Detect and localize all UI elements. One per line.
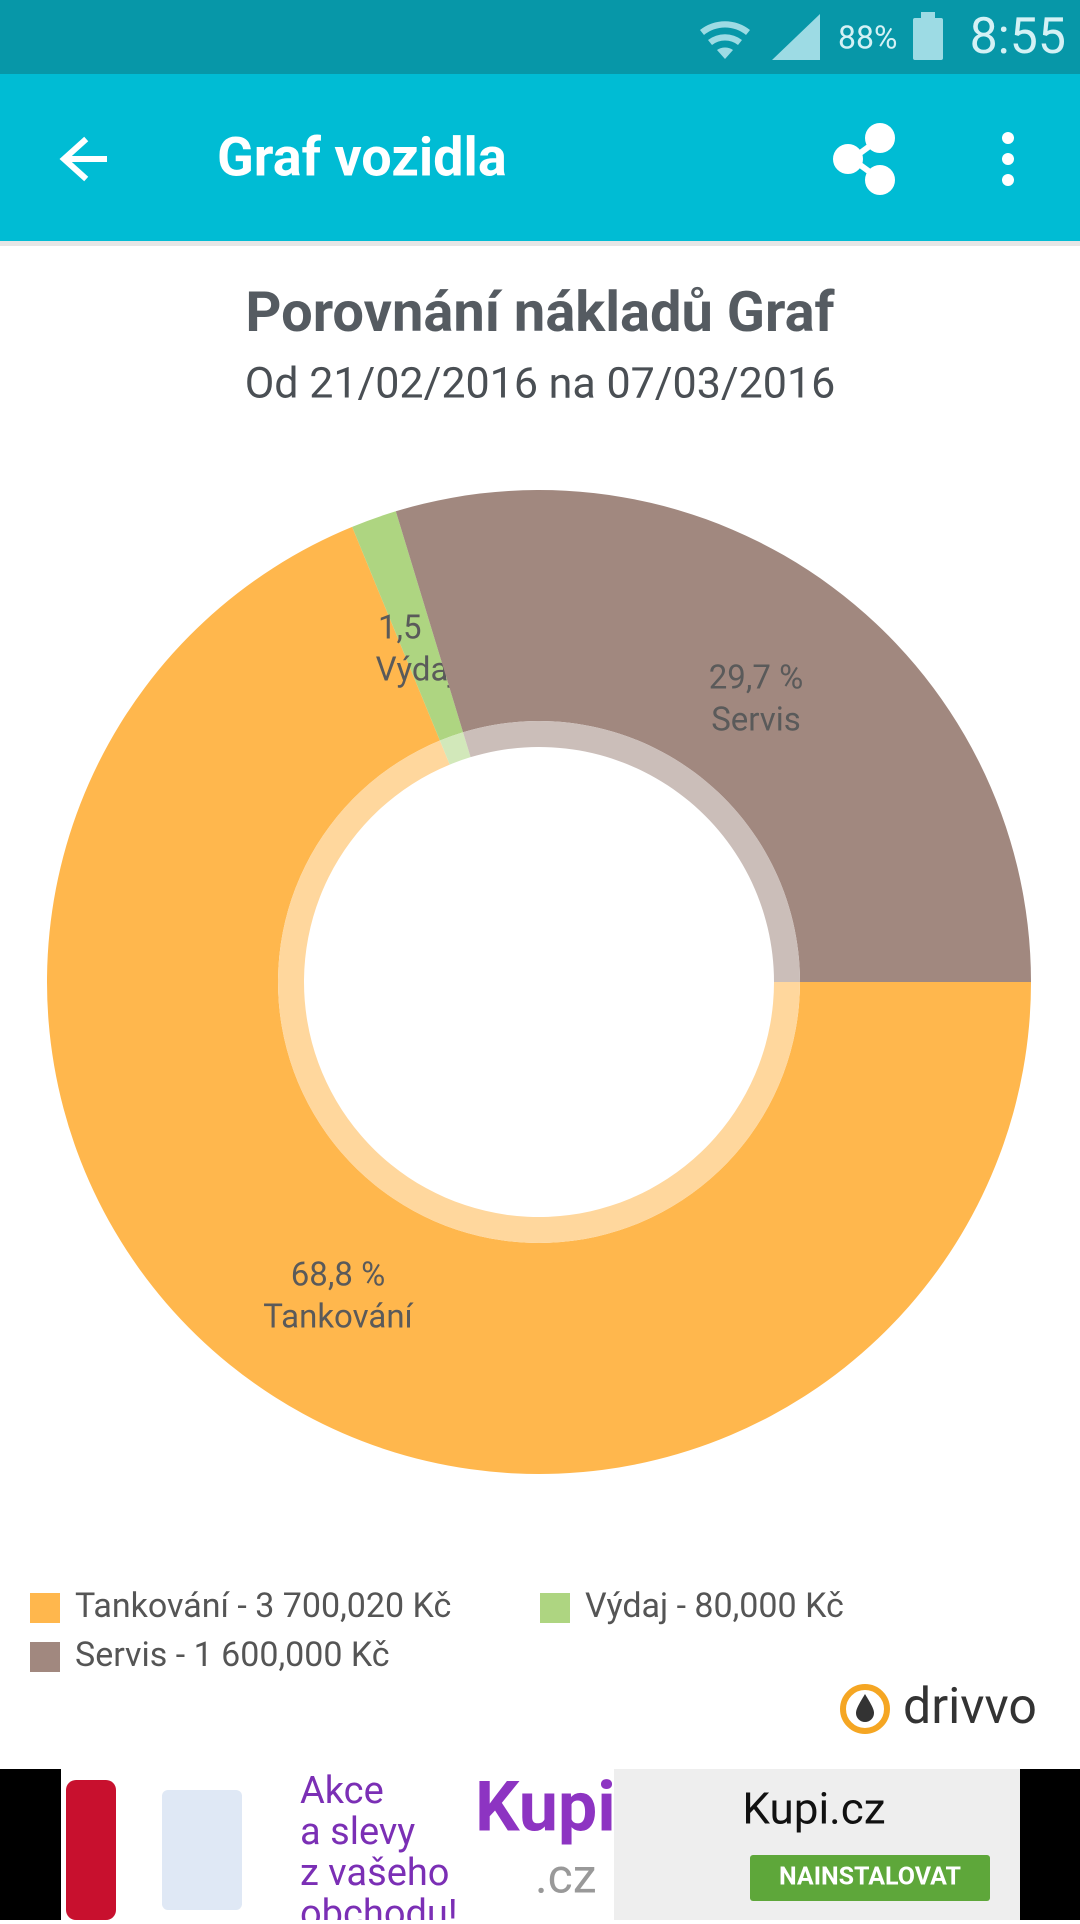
ad-logo: Kupi [475,1766,616,1848]
ad-logo-suffix: .cz [535,1848,597,1905]
brand-name: drivvo [903,1678,1037,1736]
ad-install-label: NAINSTALOVAT [779,1863,961,1892]
ad-image [61,1769,614,1920]
slice-value-label: 68,8 % [291,1256,386,1295]
legend-label: Tankování - 3 700,020 Kč [75,1586,451,1626]
app-bar [0,74,1080,241]
ad-headline-line: z vašeho [300,1851,449,1895]
ad-name: Kupi.cz [742,1783,885,1835]
brand-logo [840,1684,890,1734]
app-title: Graf vozidla [217,126,507,189]
battery-percent: 88% [838,18,897,56]
ad-headline-line: obchodu! [300,1892,458,1920]
ad-headline-line: Akce [300,1769,384,1813]
legend-label: Servis - 1 600,000 Kč [75,1635,390,1675]
slice-value-label: 29,7 % [709,659,804,698]
slice-inner [439,732,471,765]
legend-swatch [30,1593,60,1623]
legend-swatch [540,1593,570,1623]
slice-category-label: Tankování [263,1298,414,1337]
app-bar-shadow [0,241,1080,246]
ad-headline-line: a slevy [300,1810,415,1854]
menu-button[interactable] [1002,132,1014,186]
slice-category-label: Servis [711,701,801,740]
status-bar [0,0,1080,74]
clock: 8:55 [970,8,1066,66]
slice-inner [463,720,800,982]
ad-product [162,1790,242,1910]
slice [46,526,1031,1474]
status-icons [700,12,943,60]
chart-title: Porovnání nákladů Graf [245,279,835,345]
back-button[interactable] [59,136,107,182]
legend: Tankování - 3 700,020 Kč Výdaj - 80,000 K… [30,1586,844,1675]
slice [352,511,464,741]
chart-subtitle: Od 21/02/2016 na 07/03/2016 [245,358,836,408]
legend-label: Výdaj - 80,000 Kč [585,1586,844,1626]
legend-swatch [30,1642,60,1672]
share-button[interactable] [833,123,895,195]
ad-product [66,1780,116,1920]
ad-install-button[interactable] [750,1855,990,1901]
slice [395,489,1032,982]
